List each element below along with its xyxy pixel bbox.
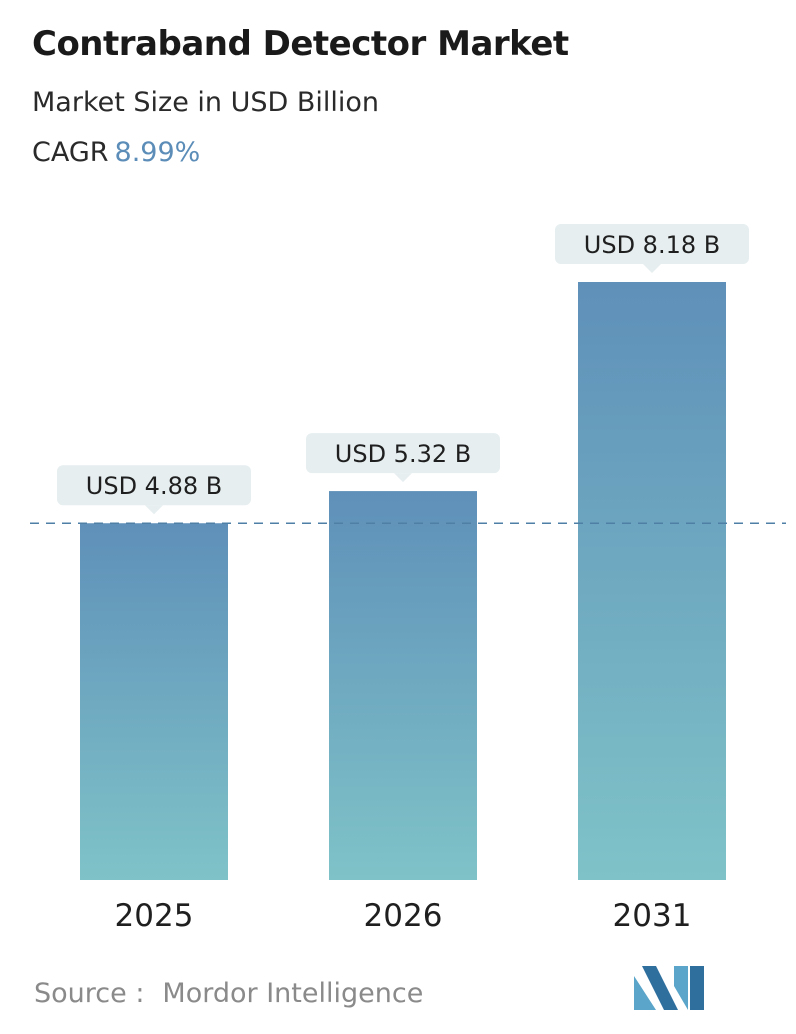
mordor-logo-icon bbox=[634, 966, 704, 1010]
cagr-value: 8.99% bbox=[114, 137, 201, 168]
cagr-line: CAGR 8.99% bbox=[32, 137, 200, 168]
data-label-2026: USD 5.32 B bbox=[306, 433, 500, 483]
data-label-box bbox=[57, 465, 251, 506]
chart-subtitle: Market Size in USD Billion bbox=[32, 87, 380, 118]
chart-title: Contraband Detector Market bbox=[32, 24, 569, 64]
source-line: Source : Mordor Intelligence bbox=[34, 978, 423, 1009]
bar-2031 bbox=[578, 282, 726, 880]
x-tick-label-2026: 2026 bbox=[364, 898, 443, 934]
data-label-text: USD 5.32 B bbox=[335, 440, 471, 468]
cagr-label: CAGR bbox=[32, 137, 109, 168]
x-tick-label-2031: 2031 bbox=[613, 898, 692, 934]
bar-2025 bbox=[80, 523, 228, 880]
data-label-text: USD 8.18 B bbox=[584, 231, 720, 259]
data-label-text: USD 4.88 B bbox=[86, 472, 222, 500]
x-tick-label-2025: 2025 bbox=[115, 898, 194, 934]
bar-2026 bbox=[329, 491, 477, 880]
data-label-2031: USD 8.18 B bbox=[555, 224, 749, 273]
data-label-pointer bbox=[394, 473, 412, 483]
data-label-pointer bbox=[643, 264, 661, 273]
data-label-box bbox=[555, 224, 749, 264]
data-label-pointer bbox=[145, 505, 163, 515]
source-label: Source : bbox=[34, 978, 145, 1009]
data-label-2025: USD 4.88 B bbox=[57, 465, 251, 515]
source-name: Mordor Intelligence bbox=[162, 978, 424, 1009]
data-label-box bbox=[306, 433, 500, 474]
